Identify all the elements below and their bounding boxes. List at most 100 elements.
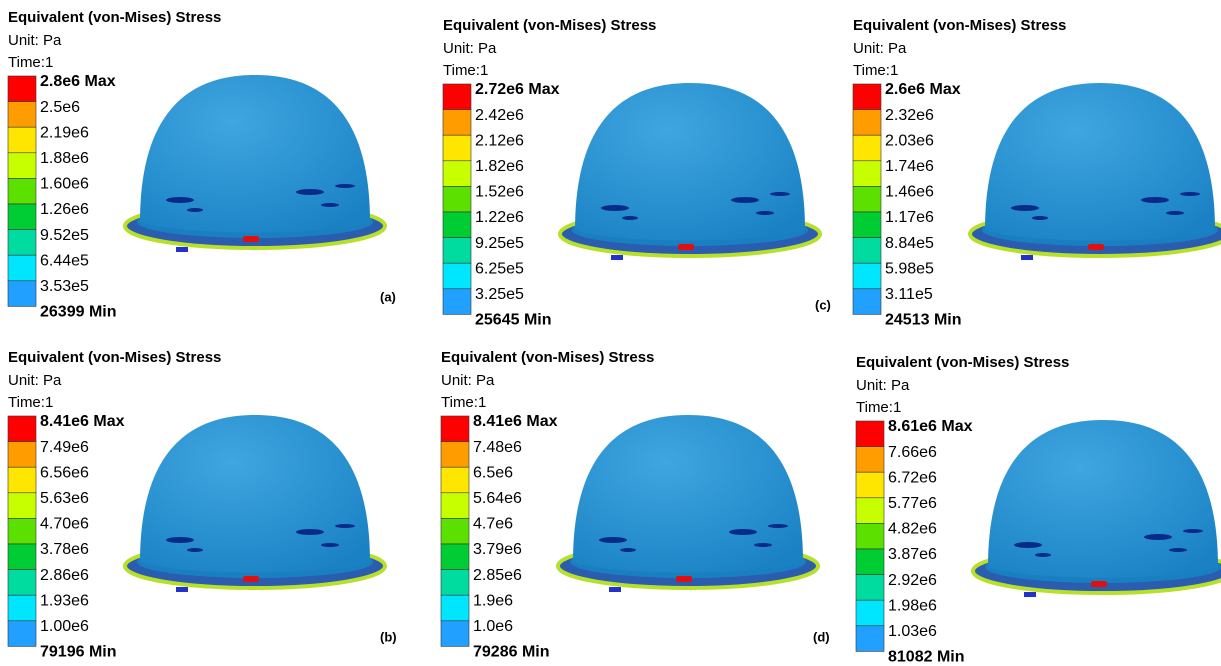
legend-band xyxy=(8,178,36,204)
legend-label: 8.84e5 xyxy=(885,235,934,252)
legend-label: 1.46e6 xyxy=(885,184,934,201)
unit-label: Unit: Pa xyxy=(443,40,497,57)
time-label: Time:1 xyxy=(8,54,53,71)
legend-band xyxy=(853,135,881,161)
legend-label: 6.72e6 xyxy=(888,469,937,486)
stress-spot xyxy=(599,537,627,543)
stress-spot xyxy=(768,524,788,528)
legend-label: 7.66e6 xyxy=(888,444,937,461)
stress-spot xyxy=(1011,205,1039,211)
unit-label: Unit: Pa xyxy=(856,377,910,394)
time-label: Time:1 xyxy=(443,62,488,79)
legend-band xyxy=(8,467,36,493)
legend-band xyxy=(443,186,471,212)
stress-spot xyxy=(601,205,629,211)
legend-band xyxy=(856,626,884,652)
stress-spot xyxy=(1183,529,1203,533)
support xyxy=(1021,255,1033,260)
dome-model xyxy=(558,415,818,592)
legend-label: 2.72e6 Max xyxy=(475,81,560,98)
legend-label: 2.19e6 xyxy=(40,124,89,141)
legend-label: 1.9e6 xyxy=(473,592,513,609)
legend-band xyxy=(856,447,884,473)
legend-label: 4.70e6 xyxy=(40,516,89,533)
legend-label: 1.88e6 xyxy=(40,150,89,167)
legend-label: 2.85e6 xyxy=(473,567,522,584)
legend-band xyxy=(853,186,881,212)
legend-band xyxy=(856,523,884,549)
legend-label: 8.61e6 Max xyxy=(888,418,973,435)
legend-label: 24513 Min xyxy=(885,312,961,329)
stress-spot xyxy=(1180,192,1200,196)
panel-title: Equivalent (von-Mises) Stress xyxy=(8,9,221,26)
legend-band xyxy=(853,110,881,136)
dome-model xyxy=(560,83,820,260)
legend-label: 1.52e6 xyxy=(475,184,524,201)
legend-label: 1.93e6 xyxy=(40,592,89,609)
panel-title: Equivalent (von-Mises) Stress xyxy=(856,354,1069,371)
legend-label: 1.98e6 xyxy=(888,597,937,614)
legend-label: 1.60e6 xyxy=(40,176,89,193)
stress-spot xyxy=(296,529,324,535)
legend-label: 5.77e6 xyxy=(888,495,937,512)
legend-band xyxy=(441,570,469,596)
legend-band xyxy=(8,442,36,468)
hot-spot xyxy=(243,236,259,242)
legend-label: 2.12e6 xyxy=(475,132,524,149)
legend-band xyxy=(853,238,881,264)
legend-band xyxy=(853,212,881,238)
stress-spot xyxy=(1141,197,1169,203)
stress-spot xyxy=(622,216,638,220)
stress-spot xyxy=(187,208,203,212)
legend-label: 9.52e5 xyxy=(40,227,89,244)
legend-band xyxy=(853,289,881,315)
legend-label: 2.32e6 xyxy=(885,107,934,124)
dome-model xyxy=(125,415,385,592)
legend-band xyxy=(853,84,881,110)
legend-band xyxy=(853,161,881,187)
legend-band xyxy=(853,263,881,289)
dome-model xyxy=(973,420,1221,597)
stress-spot xyxy=(187,548,203,552)
support xyxy=(611,255,623,260)
legend-band xyxy=(8,544,36,570)
legend-band xyxy=(443,110,471,136)
panel-title: Equivalent (von-Mises) Stress xyxy=(441,349,654,366)
stress-spot xyxy=(731,197,759,203)
unit-label: Unit: Pa xyxy=(8,372,62,389)
legend-label: 1.26e6 xyxy=(40,201,89,218)
legend-band xyxy=(441,621,469,647)
legend-label: 7.48e6 xyxy=(473,439,522,456)
legend-band xyxy=(443,263,471,289)
legend-label: 1.03e6 xyxy=(888,623,937,640)
legend-label: 3.53e5 xyxy=(40,278,89,295)
legend-band xyxy=(8,230,36,256)
stress-spot xyxy=(321,203,339,207)
legend-band xyxy=(856,600,884,626)
legend-band xyxy=(443,238,471,264)
panel-caption: (c) xyxy=(815,297,831,312)
legend-band xyxy=(856,575,884,601)
legend-band xyxy=(8,153,36,179)
legend-label: 1.82e6 xyxy=(475,158,524,175)
support xyxy=(176,587,188,592)
stress-spot xyxy=(1032,216,1048,220)
legend-label: 9.25e5 xyxy=(475,235,524,252)
legend-label: 25645 Min xyxy=(475,312,551,329)
hot-spot xyxy=(676,576,692,582)
legend-label: 8.41e6 Max xyxy=(40,413,125,430)
legend-band xyxy=(441,518,469,544)
support xyxy=(609,587,621,592)
legend-band xyxy=(441,442,469,468)
legend-band xyxy=(856,549,884,575)
stress-spot xyxy=(335,524,355,528)
panel-caption: (b) xyxy=(380,629,397,644)
panel-caption: (a) xyxy=(380,289,396,304)
legend-label: 1.17e6 xyxy=(885,209,934,226)
legend-band xyxy=(443,289,471,315)
